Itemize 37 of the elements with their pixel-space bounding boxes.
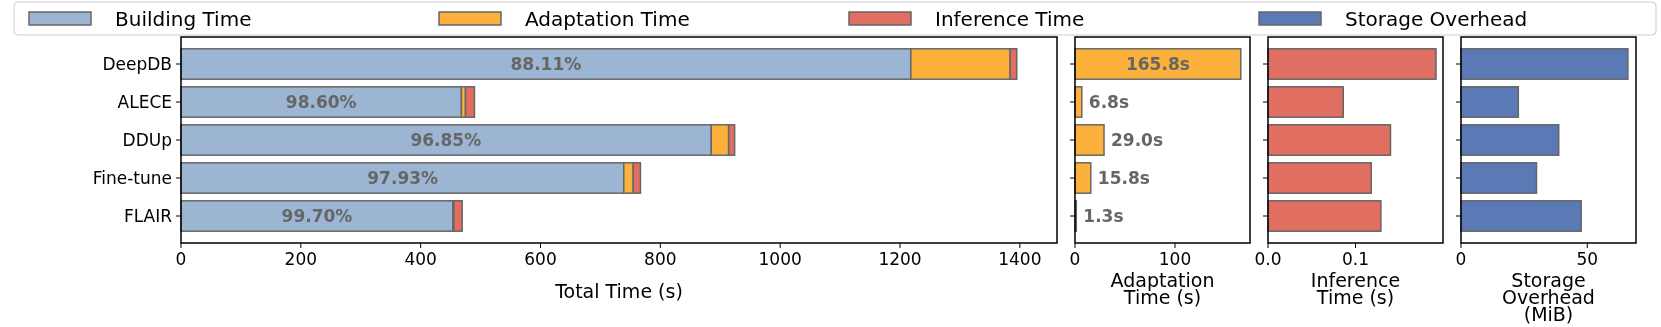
x-tick-label: 200 [284, 249, 318, 269]
x-axis-title: Total Time (s) [554, 280, 683, 302]
x-axis-title: Inference Time (s) [1310, 269, 1401, 308]
x-tick-label: 0 [1455, 249, 1467, 269]
data-label: 165.8s [1125, 53, 1190, 74]
x-axis-title: Adaptation Time (s) [1110, 269, 1215, 308]
data-label: 1.3s [1083, 205, 1124, 226]
x-tick-label: 0 [1069, 249, 1081, 269]
x-tick-label: 0.1 [1341, 249, 1370, 269]
annotation: 99.70% [281, 205, 353, 226]
data-label: 29.0s [1111, 129, 1164, 150]
y-tick-label: ALECE [117, 91, 172, 112]
annotation: 98.60% [285, 91, 357, 112]
annotation: 97.93% [367, 167, 439, 188]
x-tick-label: 400 [404, 249, 437, 269]
x-tick-label: 1000 [758, 249, 802, 269]
x-tick-label: 1200 [878, 249, 922, 269]
x-tick-label: 0 [175, 249, 187, 269]
y-tick-label: FLAIR [123, 205, 173, 226]
legend-label: Building Time [115, 7, 252, 31]
legend-label: Storage Overhead [1345, 7, 1528, 31]
annotation: 88.11% [510, 53, 582, 74]
x-tick-label: 1400 [998, 249, 1042, 269]
x-tick-label: 100 [1158, 249, 1192, 269]
y-tick-label: Fine-tune [92, 167, 172, 188]
x-tick-label: 0.0 [1254, 249, 1282, 269]
legend-label: Adaptation Time [525, 7, 690, 31]
x-tick-label: 50 [1576, 249, 1599, 269]
x-axis-title: Storage Overhead (MiB) [1502, 269, 1595, 325]
y-tick-label: DeepDB [102, 53, 172, 74]
x-tick-label: 600 [524, 249, 557, 269]
y-tick-label: DDUp [122, 129, 172, 150]
data-label: 6.8s [1088, 91, 1130, 112]
legend-label: Inference Time [935, 7, 1085, 31]
data-label: 15.8s [1097, 167, 1150, 188]
annotation: 96.85% [410, 129, 482, 150]
x-tick-label: 800 [644, 249, 677, 269]
